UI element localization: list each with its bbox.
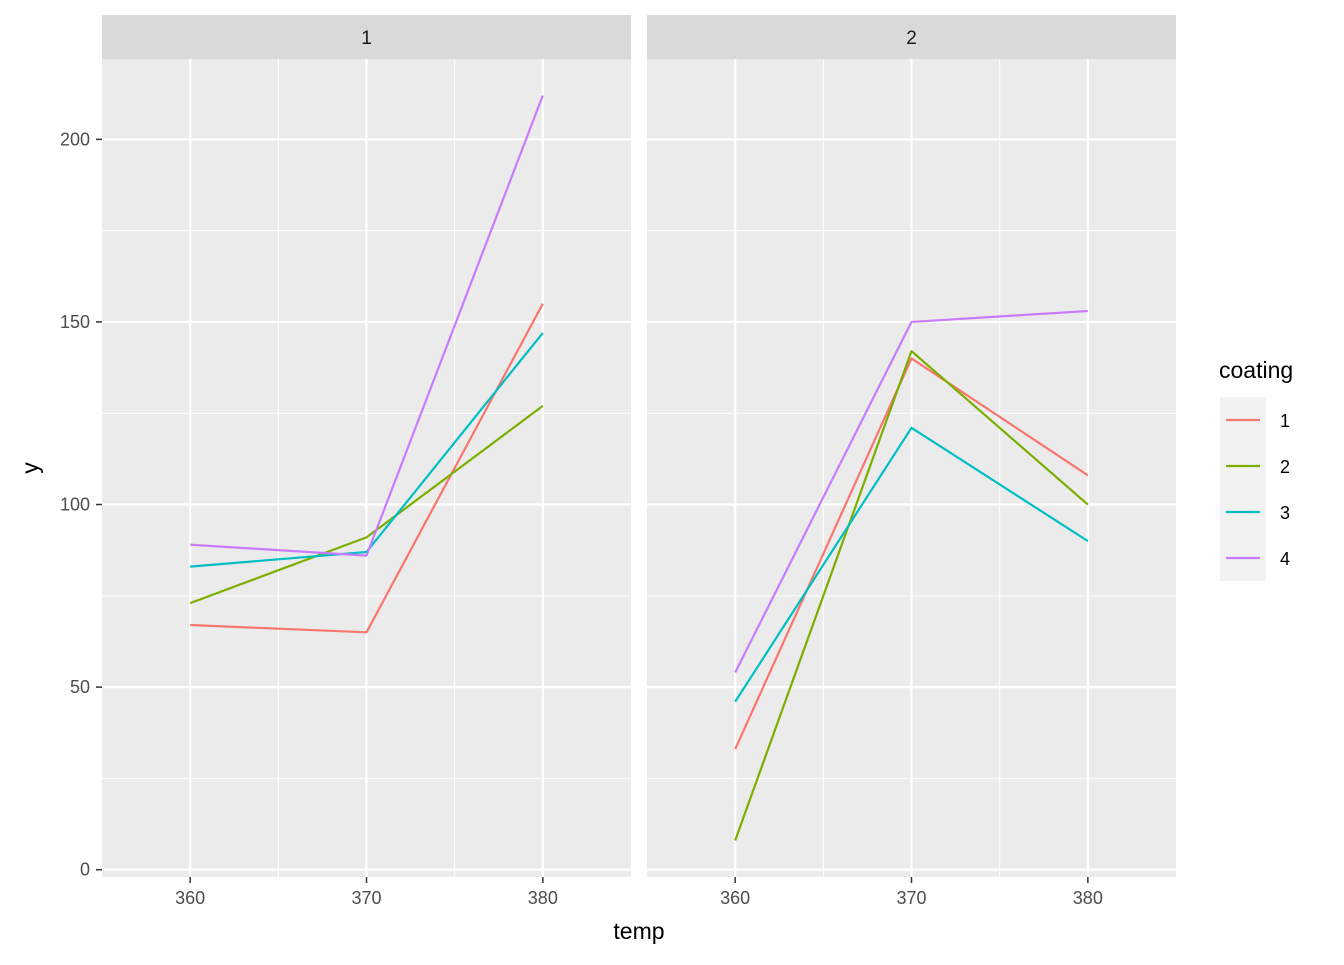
series-line-coating-4	[190, 95, 544, 557]
legend-key-background	[1220, 397, 1266, 581]
y-tick-label: 0	[80, 860, 90, 880]
y-tick-label: 100	[60, 495, 90, 515]
series-line-coating-1	[734, 357, 1089, 750]
legend-label-coating-1: 1	[1280, 411, 1290, 431]
facet-strip	[102, 15, 631, 59]
y-axis-title: y	[17, 462, 43, 474]
series-line-coating-2	[189, 405, 544, 605]
y-tick-label: 200	[60, 129, 90, 149]
x-tick-label: 380	[528, 888, 558, 908]
x-tick-label: 370	[351, 888, 381, 908]
x-tick-label: 360	[175, 888, 205, 908]
x-tick-label: 360	[720, 888, 750, 908]
x-axis-title: temp	[613, 918, 664, 944]
facet-panel-2: 2	[647, 15, 1176, 877]
y-tick-label: 50	[70, 677, 90, 697]
legend: coating 1 2 3 4	[1219, 357, 1293, 581]
series-line-coating-3	[734, 426, 1089, 703]
series-line-coating-2	[734, 350, 1089, 841]
facet-strip-label: 2	[906, 28, 917, 49]
legend-label-coating-2: 2	[1280, 457, 1290, 477]
facet-strip-label: 1	[361, 28, 372, 49]
facet-panel-1: 1	[102, 15, 631, 877]
series-line-coating-4	[734, 309, 1088, 673]
series-line-coating-3	[190, 332, 544, 568]
x-tick-label: 380	[1073, 888, 1103, 908]
series-line-coating-1	[190, 303, 544, 634]
legend-title: coating	[1219, 357, 1293, 383]
legend-label-coating-3: 3	[1280, 503, 1290, 523]
facet-strip	[647, 15, 1176, 59]
y-tick-label: 150	[60, 312, 90, 332]
x-tick-label: 370	[896, 888, 926, 908]
legend-label-coating-4: 4	[1280, 549, 1290, 569]
